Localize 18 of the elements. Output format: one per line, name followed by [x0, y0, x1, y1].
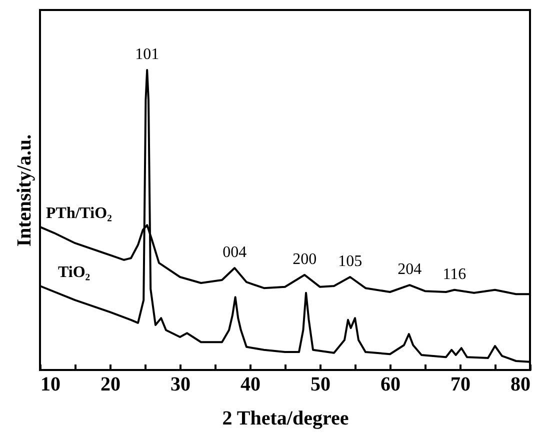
- x-tick-label: 40: [240, 374, 260, 396]
- y-axis-title: Intensity/a.u.: [14, 134, 36, 247]
- series-label: TiO₂: [58, 264, 90, 281]
- x-tick-label: 80: [510, 374, 530, 396]
- x-tick-label: 50: [310, 374, 330, 396]
- annotation: 004: [222, 244, 247, 261]
- x-tick-label: 60: [380, 374, 400, 396]
- annotation: 105: [338, 253, 362, 270]
- series-label: PTh/TiO₂: [46, 204, 112, 222]
- x-tick-label: 10: [40, 374, 60, 396]
- x-axis-title: 2 Theta/degree: [222, 408, 349, 430]
- annotation: 101: [135, 46, 160, 63]
- x-tick-label: 30: [170, 374, 190, 396]
- x-tick-label: 20: [100, 374, 120, 396]
- annotation: 116: [442, 266, 466, 283]
- annotation: 204: [398, 261, 422, 278]
- annotation: 200: [292, 250, 317, 268]
- x-tick-label: 70: [450, 374, 470, 396]
